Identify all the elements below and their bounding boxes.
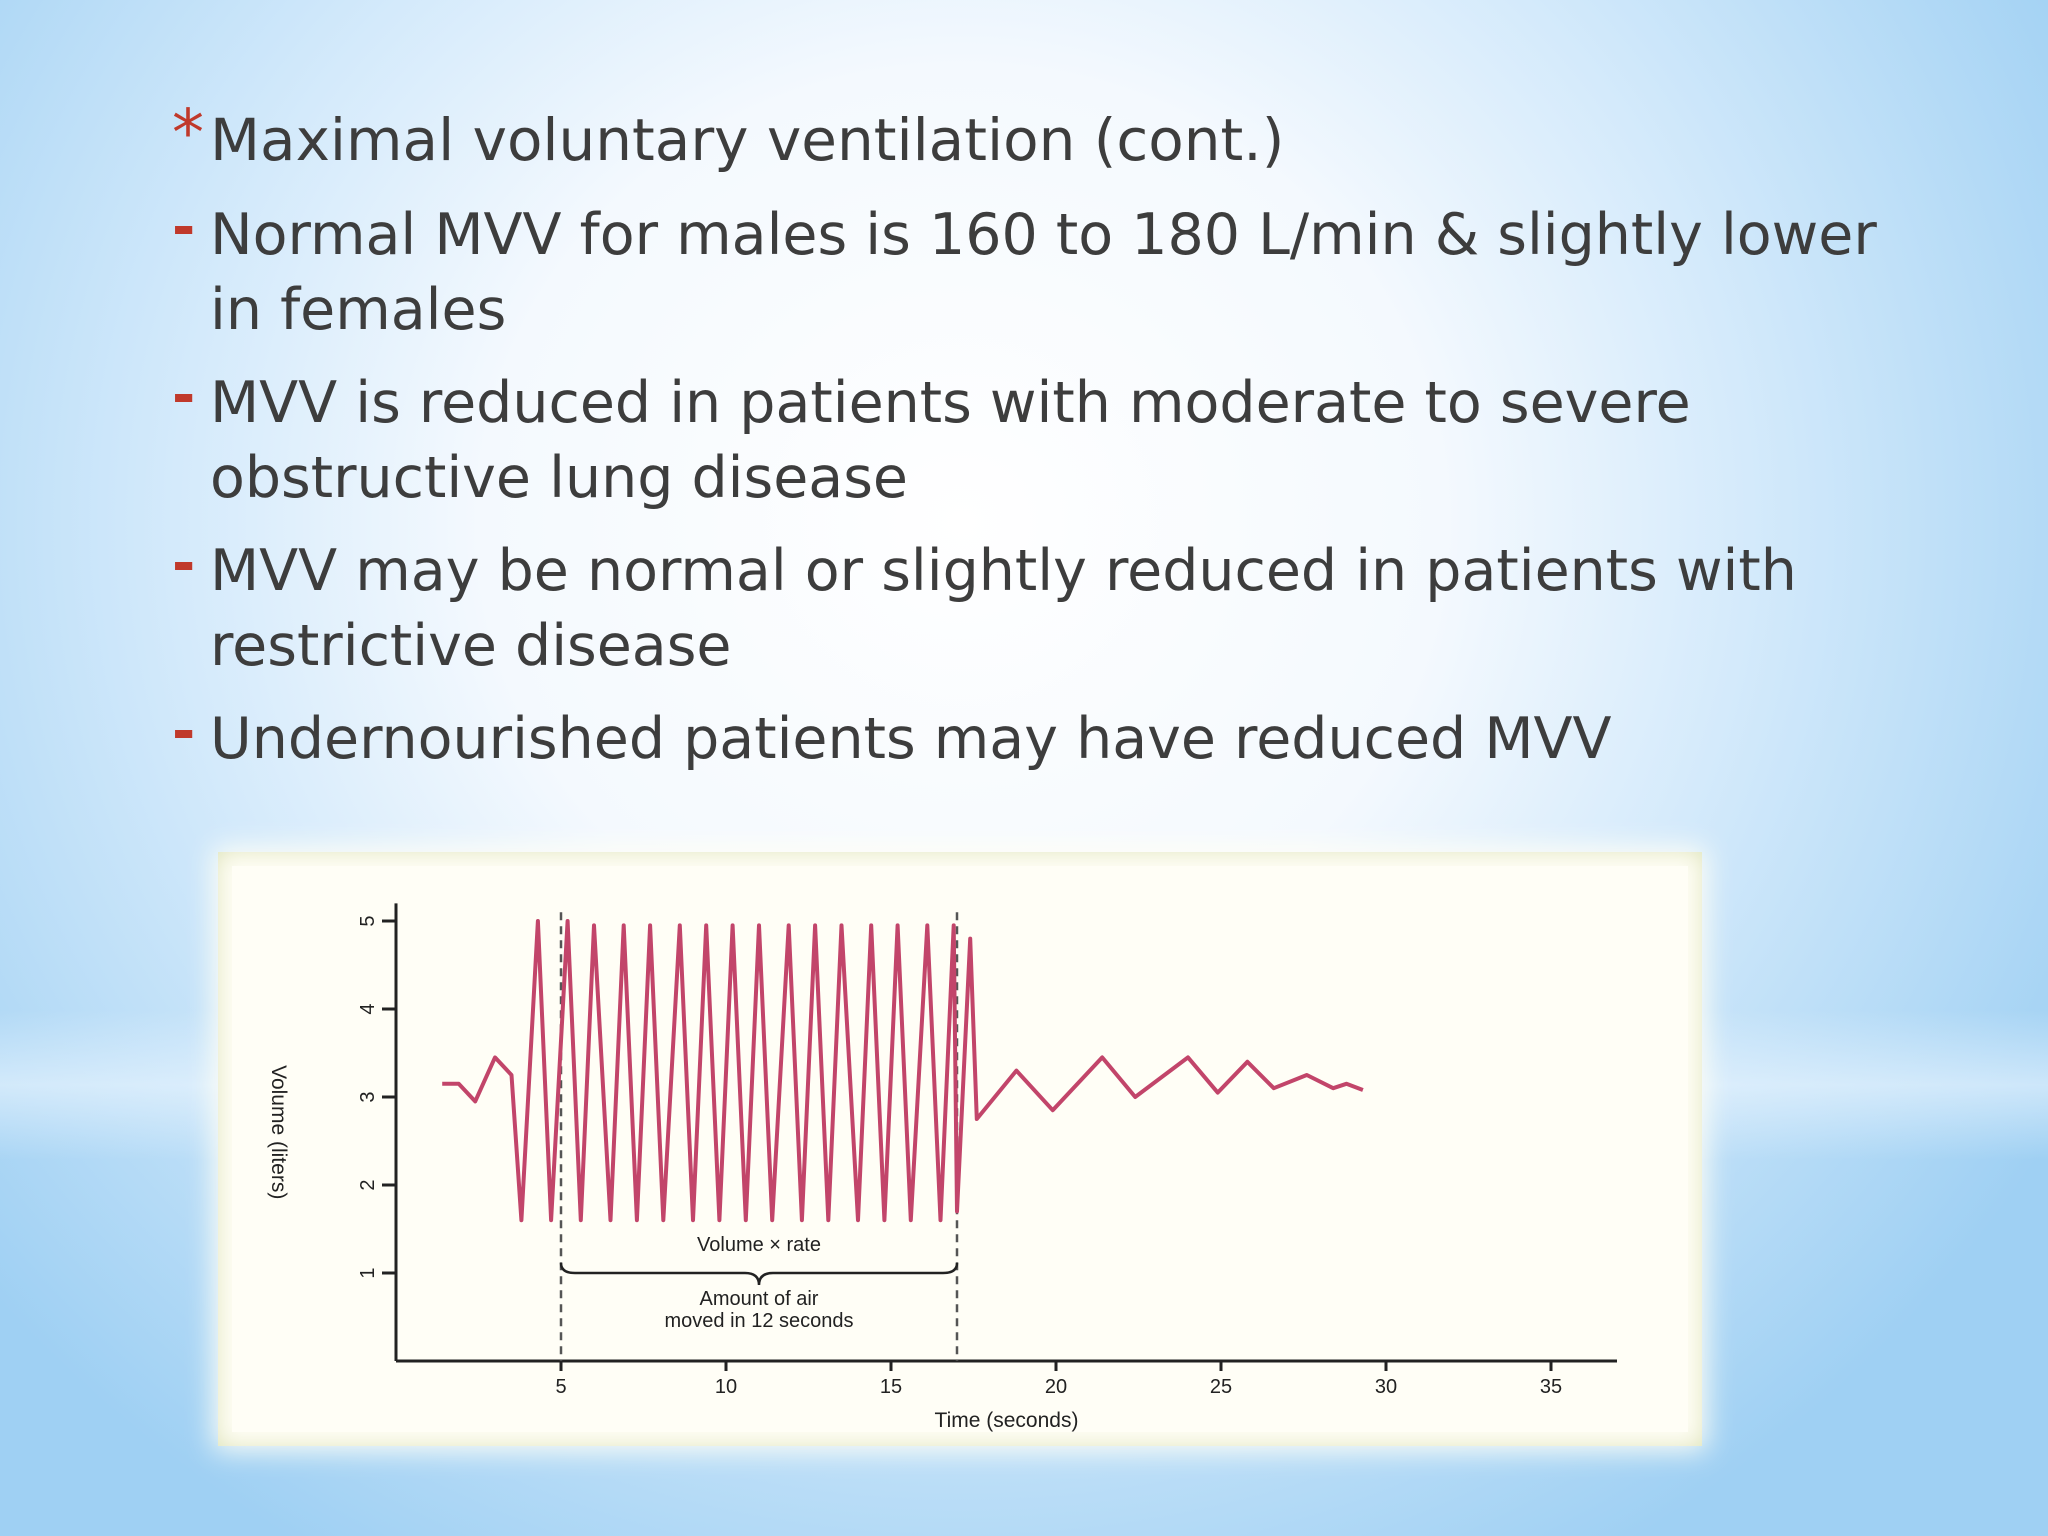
x-tick-label: 30: [1375, 1376, 1397, 1398]
y-tick-label: 3: [357, 1091, 379, 1102]
y-tick-label: 1: [357, 1267, 379, 1278]
x-tick-label: 35: [1540, 1376, 1562, 1398]
bracket-bottom-annotation: moved in 12 seconds: [664, 1310, 853, 1332]
bullet-dash-marker: -: [172, 195, 196, 260]
x-axis-label: Time (seconds): [935, 1409, 1079, 1432]
y-axis-label: Volume (liters): [267, 1065, 290, 1199]
bullet-text: Normal MVV for males is 160 to 180 L/min…: [210, 202, 1877, 343]
interval-brace: [559, 1262, 959, 1286]
slide-title: * Maximal voluntary ventilation (cont.): [170, 97, 1930, 180]
figure-canvas: 1 2 3 4 5 5 10 15 20 25 30 35 Time (seconds) Volume (…: [232, 866, 1688, 1432]
title-asterisk-marker: *: [172, 97, 204, 171]
bullet-dash-marker: -: [172, 531, 196, 596]
x-tick-label: 15: [880, 1376, 902, 1398]
bullet-item: - MVV may be normal or slightly reduced …: [170, 531, 1930, 684]
bracket-top-annotation: Volume × rate: [697, 1234, 821, 1256]
x-tick-label: 20: [1045, 1376, 1067, 1398]
slide-content: * Maximal voluntary ventilation (cont.) …: [170, 97, 1930, 777]
bracket-bottom-annotation: Amount of air: [700, 1288, 819, 1310]
y-tick-label: 2: [357, 1179, 379, 1190]
bullet-item: - MVV is reduced in patients with modera…: [170, 363, 1930, 516]
volume-trace-line: [442, 919, 1364, 1223]
slide-title-text: Maximal voluntary ventilation (cont.): [210, 106, 1285, 174]
bullet-text: MVV is reduced in patients with moderate…: [210, 370, 1691, 511]
bullet-item: - Undernourished patients may have reduc…: [170, 699, 1930, 777]
x-tick-label: 5: [555, 1376, 566, 1398]
y-tick-label: 5: [357, 915, 379, 926]
x-tick-label: 10: [715, 1376, 737, 1398]
mvv-spirogram-chart: 1 2 3 4 5 5 10 15 20 25 30 35 Time (seconds) Volume (…: [267, 903, 1617, 1432]
bullet-text: Undernourished patients may have reduced…: [210, 706, 1612, 772]
bullet-dash-marker: -: [172, 699, 196, 764]
y-tick-label: 4: [357, 1003, 379, 1014]
bullet-dash-marker: -: [172, 363, 196, 428]
bullet-item: - Normal MVV for males is 160 to 180 L/m…: [170, 195, 1930, 348]
x-tick-label: 25: [1210, 1376, 1232, 1398]
bullet-text: MVV may be normal or slightly reduced in…: [210, 538, 1797, 679]
mvv-figure: 1 2 3 4 5 5 10 15 20 25 30 35 Time (seconds) Volume (…: [218, 852, 1702, 1446]
